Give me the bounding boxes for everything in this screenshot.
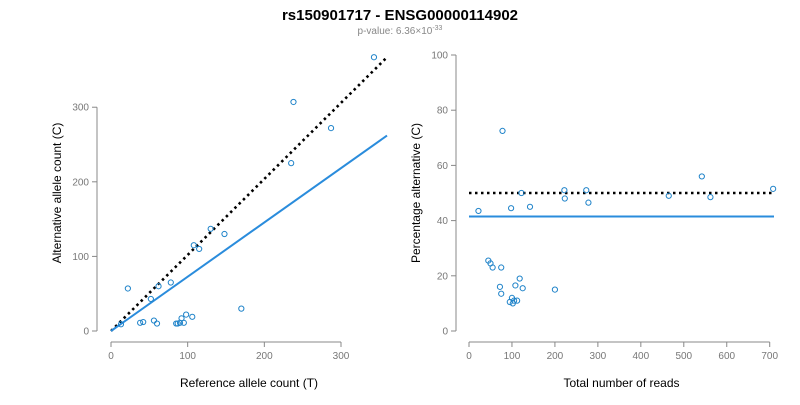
right-panel-percentage-alternative: 0 100 200 300 400 500 600 700 0 20 40 60 80 100 Total …: [409, 51, 778, 391]
pvalue-times: ×: [415, 26, 421, 37]
pvalue-base: 10: [421, 26, 433, 37]
data-point: [583, 187, 590, 194]
data-point: [180, 319, 187, 326]
x-tick-label: 200: [256, 351, 273, 362]
data-point: [155, 283, 162, 290]
data-point: [207, 225, 214, 232]
x-tick-label: 500: [675, 351, 692, 362]
y-tick-label: 80: [437, 106, 449, 117]
data-point: [561, 187, 568, 194]
data-point: [153, 320, 161, 327]
y-axis-label: Percentage alternative (C): [409, 123, 423, 263]
left-panel-allele-counts: 0 100 200 300 0 100 200 300 Reference allele cou…: [50, 54, 388, 390]
y-tick-label: 20: [437, 271, 449, 282]
data-point: [475, 207, 482, 215]
data-point: [147, 295, 154, 303]
y-tick-label: 200: [72, 177, 89, 188]
data-point: [512, 282, 519, 289]
chart-title: rs150901717 - ENSG00000114902: [282, 7, 518, 24]
x-tick-label: 600: [718, 351, 735, 362]
data-point: [516, 275, 523, 282]
y-tick-label: 100: [431, 51, 448, 62]
data-point: [665, 192, 672, 199]
data-point: [518, 189, 525, 197]
y-tick-label: 40: [437, 216, 449, 227]
data-point: [238, 305, 245, 312]
x-tick-label: 400: [632, 351, 649, 362]
y-axis-label: Alternative allele count (C): [50, 123, 64, 264]
data-point: [150, 317, 158, 324]
data-point: [698, 173, 705, 180]
data-point: [489, 264, 496, 271]
y-tick-label: 100: [72, 252, 89, 263]
y-tick-label: 300: [72, 103, 89, 114]
pvalue-prefix: p-value: 6.36: [358, 26, 416, 37]
data-point: [551, 286, 559, 293]
data-point: [519, 285, 526, 292]
x-tick-label: 0: [108, 351, 114, 362]
data-point: [117, 321, 125, 328]
data-point: [496, 283, 504, 290]
data-point: [327, 125, 335, 132]
data-point: [511, 297, 518, 304]
x-tick-label: 0: [466, 351, 472, 362]
data-point: [498, 264, 505, 271]
y-tick-label: 60: [437, 161, 449, 172]
data-point: [770, 185, 777, 192]
data-point: [507, 205, 515, 212]
data-point: [707, 194, 714, 201]
fit-solid-line: [110, 134, 388, 332]
data-point: [526, 203, 534, 210]
x-tick-label: 100: [504, 351, 521, 362]
chart-subtitle: p-value: 6.36×10-33: [358, 25, 443, 37]
x-tick-label: 100: [179, 351, 196, 362]
x-tick-label: 300: [333, 351, 350, 362]
data-point: [288, 160, 295, 167]
data-point: [498, 290, 505, 297]
data-point: [290, 98, 297, 106]
x-tick-label: 300: [590, 351, 607, 362]
data-point: [167, 279, 174, 286]
data-point: [189, 313, 196, 320]
data-point: [221, 230, 228, 238]
data-point: [137, 319, 144, 326]
y-tick-label: 0: [83, 327, 89, 338]
data-point: [514, 297, 521, 304]
x-axis-label: Reference allele count (T): [180, 376, 318, 390]
x-axis-label: Total number of reads: [563, 376, 679, 390]
y-tick-label: 0: [442, 327, 448, 338]
data-point: [561, 195, 568, 202]
data-point: [183, 311, 190, 318]
data-point: [124, 285, 131, 292]
data-point: [585, 199, 592, 206]
reference-dotted-line: [110, 56, 388, 332]
x-tick-label: 700: [761, 351, 778, 362]
x-tick-label: 200: [547, 351, 564, 362]
data-point: [140, 318, 147, 326]
data-point: [499, 127, 506, 134]
data-point: [196, 245, 203, 253]
pvalue-exponent: -33: [432, 25, 442, 32]
data-point: [190, 242, 197, 249]
data-point: [370, 54, 378, 61]
